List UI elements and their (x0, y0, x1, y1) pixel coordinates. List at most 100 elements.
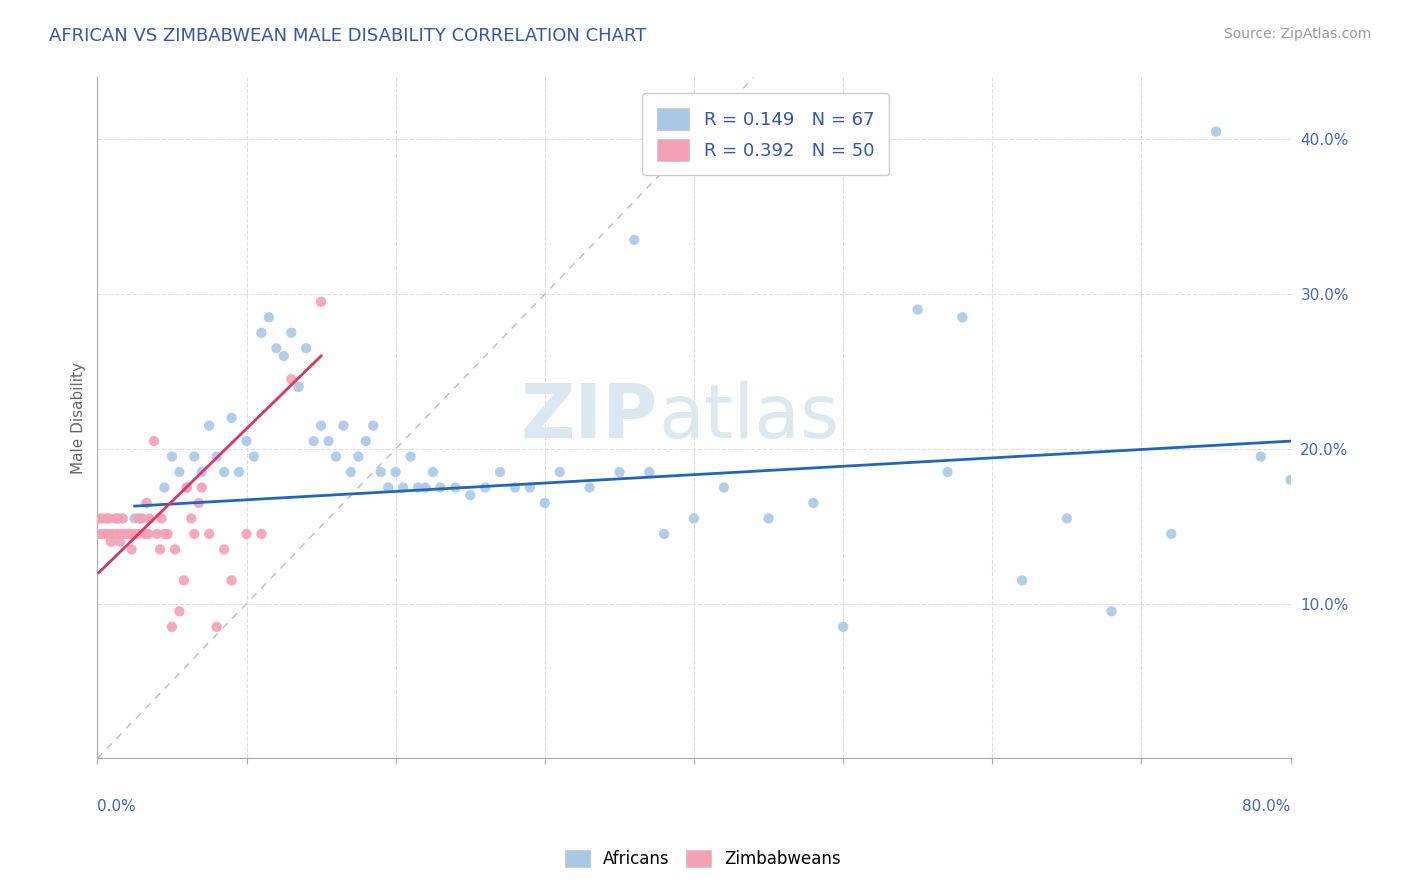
Point (176, 481, 198, 495)
Point (156, 527, 179, 541)
Point (287, 380, 309, 394)
Point (160, 450, 183, 464)
Point (1205, 125, 1227, 139)
Point (97, 527, 120, 541)
Point (458, 488, 481, 502)
Point (180, 511, 202, 525)
Text: AFRICAN VS ZIMBABWEAN MALE DISABILITY CORRELATION CHART: AFRICAN VS ZIMBABWEAN MALE DISABILITY CO… (49, 27, 647, 45)
Point (280, 326, 302, 340)
Point (235, 527, 257, 541)
Point (309, 294, 332, 309)
Point (212, 542, 235, 557)
Point (105, 527, 128, 541)
Point (138, 511, 160, 525)
Point (235, 434, 257, 449)
Point (489, 465, 512, 479)
Point (713, 481, 735, 495)
Point (533, 496, 555, 510)
Point (173, 574, 195, 588)
Point (187, 496, 209, 510)
Point (578, 481, 600, 495)
Legend: R = 0.149   N = 67, R = 0.392   N = 50: R = 0.149 N = 67, R = 0.392 N = 50 (643, 94, 889, 175)
Point (309, 418, 332, 433)
Point (318, 434, 340, 449)
Point (257, 310, 280, 325)
Point (652, 527, 675, 541)
Point (406, 481, 429, 495)
Point (370, 465, 392, 479)
Point (1101, 604, 1123, 618)
Point (683, 511, 706, 525)
Point (183, 527, 205, 541)
Text: 80.0%: 80.0% (1243, 799, 1291, 814)
Point (474, 481, 496, 495)
Point (422, 465, 444, 479)
Point (110, 527, 132, 541)
Text: atlas: atlas (658, 382, 839, 454)
Point (623, 233, 645, 247)
Point (444, 481, 467, 495)
Point (340, 465, 363, 479)
Point (150, 511, 173, 525)
Point (415, 481, 437, 495)
Point (96, 511, 118, 525)
Point (169, 604, 191, 618)
Point (250, 326, 273, 340)
Point (111, 511, 134, 525)
Point (1056, 511, 1078, 525)
Point (243, 450, 266, 464)
Point (1250, 450, 1272, 464)
Text: 0.0%: 0.0% (97, 799, 136, 814)
Point (134, 527, 156, 541)
Point (1011, 574, 1033, 588)
Point (1160, 527, 1182, 541)
Point (384, 465, 406, 479)
Point (153, 481, 176, 495)
Point (377, 481, 399, 495)
Point (120, 527, 142, 541)
Point (127, 527, 149, 541)
Point (638, 465, 661, 479)
Point (801, 496, 824, 510)
Point (121, 542, 143, 557)
Point (1279, 473, 1302, 487)
Point (266, 341, 288, 355)
Point (124, 511, 146, 525)
Point (190, 465, 212, 479)
Point (399, 450, 422, 464)
Point (503, 481, 526, 495)
Point (205, 620, 228, 634)
Point (98, 511, 121, 525)
Point (221, 410, 243, 425)
Point (212, 465, 235, 479)
Text: Source: ZipAtlas.com: Source: ZipAtlas.com (1223, 27, 1371, 41)
Point (347, 450, 370, 464)
Legend: Africans, Zimbabweans: Africans, Zimbabweans (558, 843, 848, 875)
Point (112, 527, 135, 541)
Point (100, 534, 122, 549)
Point (94, 527, 117, 541)
Point (104, 511, 127, 525)
Point (128, 511, 150, 525)
Point (228, 465, 250, 479)
Point (108, 534, 131, 549)
Point (354, 434, 377, 449)
Y-axis label: Male Disability: Male Disability (72, 362, 86, 474)
Point (146, 527, 169, 541)
Point (758, 511, 780, 525)
Point (609, 465, 631, 479)
Point (135, 496, 157, 510)
Point (183, 450, 205, 464)
Point (273, 349, 295, 363)
Text: ZIP: ZIP (522, 382, 658, 454)
Point (143, 434, 166, 449)
Point (107, 511, 129, 525)
Point (131, 511, 153, 525)
Point (548, 465, 571, 479)
Point (392, 481, 415, 495)
Point (332, 418, 354, 433)
Point (149, 542, 172, 557)
Point (190, 481, 212, 495)
Point (280, 372, 302, 386)
Point (832, 620, 855, 634)
